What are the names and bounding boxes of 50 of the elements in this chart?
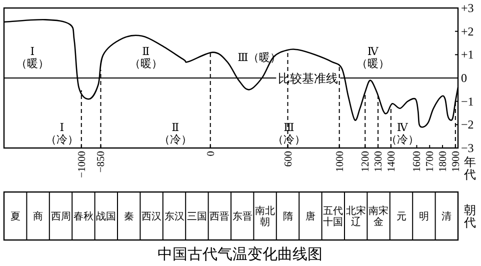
x-tick-label: 1200 bbox=[360, 151, 372, 172]
text: 隋 bbox=[282, 210, 293, 222]
x-axis-title: 年代 bbox=[463, 154, 476, 182]
text: 秦 bbox=[124, 212, 134, 222]
text: 夏 bbox=[10, 212, 20, 222]
x-tick-label: 1400 bbox=[386, 151, 398, 172]
x-tick-label: −850 bbox=[96, 151, 108, 173]
annotation: Ⅱ （暖） bbox=[129, 46, 162, 70]
annotation: Ⅳ （冷） bbox=[386, 122, 419, 146]
text: 中国古代气温变化曲线图 bbox=[158, 246, 322, 263]
annotation: Ⅲ （冷） bbox=[272, 122, 306, 146]
annotation: Ⅱ （冷） bbox=[158, 122, 192, 146]
text: 南北朝 bbox=[255, 205, 276, 228]
text: 东晋 bbox=[232, 210, 252, 222]
text: 南宋金 bbox=[368, 205, 389, 228]
text: 春秋 bbox=[73, 210, 94, 222]
y-tick-label: 0 bbox=[461, 71, 467, 85]
text: 商 bbox=[33, 210, 44, 222]
text: 元 bbox=[396, 212, 406, 222]
text: 清 bbox=[442, 210, 452, 222]
x-tick-label: −1000 bbox=[76, 151, 88, 178]
ref-line-label: 比较基准线 bbox=[278, 72, 338, 86]
x-tick-label: 600 bbox=[283, 151, 294, 167]
annotation: Ⅰ （冷） bbox=[45, 122, 78, 146]
text: 西晋 bbox=[210, 212, 230, 222]
y-tick-label: +3 bbox=[461, 1, 474, 15]
text: 北宋辽 bbox=[346, 205, 366, 228]
y-tick-label: −2 bbox=[461, 118, 474, 132]
x-tick-label: 1000 bbox=[334, 151, 346, 172]
x-tick-label: 1300 bbox=[374, 151, 385, 172]
text: 西汉 bbox=[142, 210, 162, 222]
text: 朝代 bbox=[463, 202, 476, 230]
text: 西周 bbox=[50, 212, 71, 222]
x-tick-label: 1900 bbox=[450, 151, 462, 172]
text: 三国 bbox=[186, 212, 207, 222]
text: 东汉 bbox=[164, 210, 184, 222]
text: 战国 bbox=[96, 210, 116, 222]
y-tick-label: −3 bbox=[461, 141, 474, 155]
annotation: Ⅰ （暖） bbox=[16, 46, 49, 70]
text: 五代十国 bbox=[323, 206, 344, 228]
x-tick-label: 1600 bbox=[412, 151, 424, 172]
x-tick-label: 1700 bbox=[425, 151, 436, 172]
text: 明 bbox=[418, 212, 429, 222]
x-tick-label: 0 bbox=[206, 151, 217, 156]
annotation: Ⅳ （暖） bbox=[356, 46, 390, 70]
y-tick-label: −1 bbox=[461, 94, 474, 108]
y-tick-label: +1 bbox=[461, 48, 474, 62]
y-tick-label: +2 bbox=[461, 24, 474, 38]
text: 唐 bbox=[305, 210, 316, 222]
x-tick-label: 1800 bbox=[438, 151, 450, 172]
